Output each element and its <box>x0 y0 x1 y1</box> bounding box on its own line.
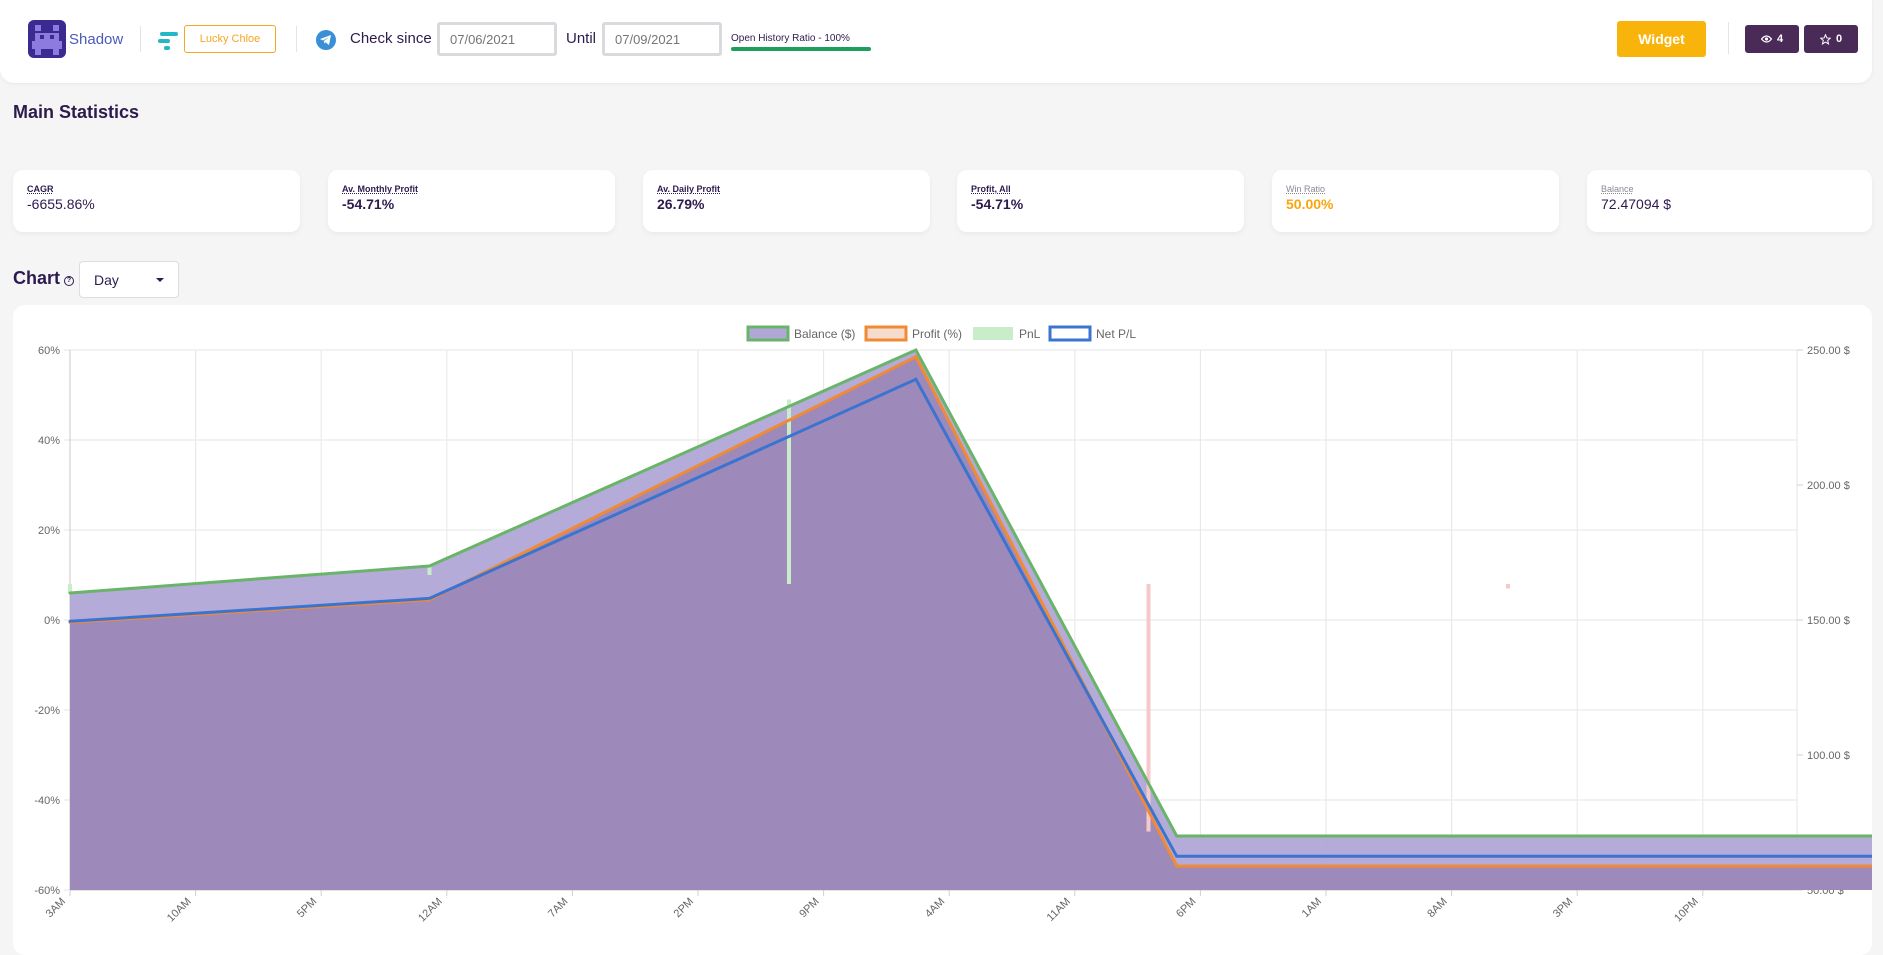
x-tick-label: 12AM <box>416 896 445 925</box>
views-button[interactable]: 4 <box>1745 25 1799 53</box>
stat-card-profit-all: Profit, All -54.71% <box>957 170 1244 232</box>
history-ratio-label: Open History Ratio - 100% <box>731 33 850 44</box>
legend-label: Balance ($) <box>794 327 855 341</box>
stat-value: 72.47094 $ <box>1601 196 1672 212</box>
chart-panel: 3AM 10AM 5PM 12AM 7AM 2PM 9PM 4AM 11AM 6PM 1AM 8AM 3… <box>13 305 1872 955</box>
balance-line <box>69 348 1872 838</box>
data-point <box>914 355 918 359</box>
eye-icon <box>1760 35 1772 43</box>
user-name-link[interactable]: Shadow <box>69 31 124 48</box>
stat-label[interactable]: Profit, All <box>971 184 1011 194</box>
exchange-logo-icon <box>158 32 180 50</box>
stat-label[interactable]: CAGR <box>27 184 54 194</box>
x-tick-label: 6PM <box>1174 896 1198 920</box>
legend-swatch <box>864 325 908 342</box>
y-right-tick-label: 100.00 $ <box>1807 750 1850 762</box>
period-select[interactable]: Day <box>79 261 179 298</box>
stat-card-cagr: CAGR -6655.86% <box>13 170 300 232</box>
x-tick-label: 3PM <box>1551 896 1575 920</box>
stat-label[interactable]: Win Ratio <box>1286 184 1326 194</box>
views-count: 4 <box>1776 33 1784 45</box>
stat-card-balance: Balance 72.47094 $ <box>1587 170 1872 232</box>
until-label: Until <box>566 30 597 47</box>
legend-label: Net P/L <box>1096 327 1136 341</box>
stat-value: -54.71% <box>342 196 395 212</box>
stat-value: -6655.86% <box>27 196 95 212</box>
data-point <box>68 591 72 595</box>
data-point <box>68 619 72 623</box>
stat-card-monthly-profit: Av. Monthly Profit -54.71% <box>328 170 615 232</box>
legend-swatch <box>973 327 1013 340</box>
x-tick-label: 2PM <box>672 896 696 920</box>
stat-value: 50.00% <box>1286 196 1334 212</box>
stat-label[interactable]: Balance <box>1601 184 1634 194</box>
stat-value: -54.71% <box>971 196 1024 212</box>
y-left-tick-label: -60% <box>34 885 60 897</box>
x-tick-label: 1AM <box>1300 896 1324 920</box>
chart-title: Chart <box>13 268 61 288</box>
y-right-tick-label: 250.00 $ <box>1807 345 1850 357</box>
legend-swatch <box>1048 325 1092 342</box>
stars-count: 0 <box>1835 33 1843 45</box>
caret-down-icon <box>156 278 164 282</box>
y-left-tick-label: -40% <box>34 795 60 807</box>
x-tick-label: 10PM <box>1672 896 1701 925</box>
divider <box>1728 22 1729 54</box>
x-tick-label: 11AM <box>1045 896 1073 924</box>
net-pl-line <box>69 377 1872 858</box>
x-tick-label: 3AM <box>44 896 68 920</box>
stat-card-win-ratio: Win Ratio 50.00% <box>1272 170 1559 232</box>
y-left-tick-label: 40% <box>38 435 60 447</box>
history-ratio-bar <box>731 47 871 51</box>
y-right-tick-label: 200.00 $ <box>1807 480 1850 492</box>
x-tick-label: 9PM <box>797 896 821 920</box>
profit-area <box>70 356 1872 890</box>
user-avatar[interactable] <box>28 20 66 58</box>
y-left-tick-label: 60% <box>38 345 60 357</box>
data-point <box>914 348 918 352</box>
telegram-icon[interactable] <box>316 30 336 50</box>
history-ratio-fill <box>731 47 871 51</box>
check-since-label: Check since <box>350 30 432 47</box>
legend-label: Profit (%) <box>912 327 962 341</box>
stat-value: 26.79% <box>657 196 705 212</box>
stars-button[interactable]: 0 <box>1804 25 1858 53</box>
legend-swatch <box>746 325 790 342</box>
top-header: Shadow Lucky Chloe Check since Until Ope… <box>0 0 1872 83</box>
stat-label[interactable]: Av. Monthly Profit <box>342 184 418 194</box>
data-point <box>914 377 918 381</box>
legend-label: PnL <box>1019 327 1041 341</box>
since-date-input[interactable] <box>437 22 557 56</box>
account-button[interactable]: Lucky Chloe <box>184 25 276 53</box>
y-left-tick-label: -20% <box>34 705 60 717</box>
data-point <box>427 596 431 600</box>
x-tick-label: 5PM <box>295 896 319 920</box>
star-icon <box>1819 33 1831 45</box>
x-tick-label: 8AM <box>1425 896 1449 920</box>
divider <box>140 26 141 52</box>
divider <box>296 26 297 52</box>
stat-card-daily-profit: Av. Daily Profit 26.79% <box>643 170 930 232</box>
x-tick-label: 4AM <box>923 896 947 920</box>
y-right-tick-label: 150.00 $ <box>1807 615 1850 627</box>
until-date-input[interactable] <box>602 22 722 56</box>
stat-label[interactable]: Av. Daily Profit <box>657 184 721 194</box>
chart-canvas[interactable]: 3AM 10AM 5PM 12AM 7AM 2PM 9PM 4AM 11AM 6PM 1AM 8AM 3… <box>13 305 1872 955</box>
y-left-tick-label: 20% <box>38 525 60 537</box>
main-statistics-title: Main Statistics <box>13 102 140 122</box>
period-select-value: Day <box>94 272 119 288</box>
widget-button[interactable]: Widget <box>1617 21 1706 57</box>
x-tick-label: 7AM <box>546 896 570 920</box>
y-left-tick-label: 0% <box>44 615 60 627</box>
help-icon[interactable]: ? <box>64 276 74 286</box>
x-tick-label: 10AM <box>165 896 194 925</box>
data-point <box>427 564 431 568</box>
